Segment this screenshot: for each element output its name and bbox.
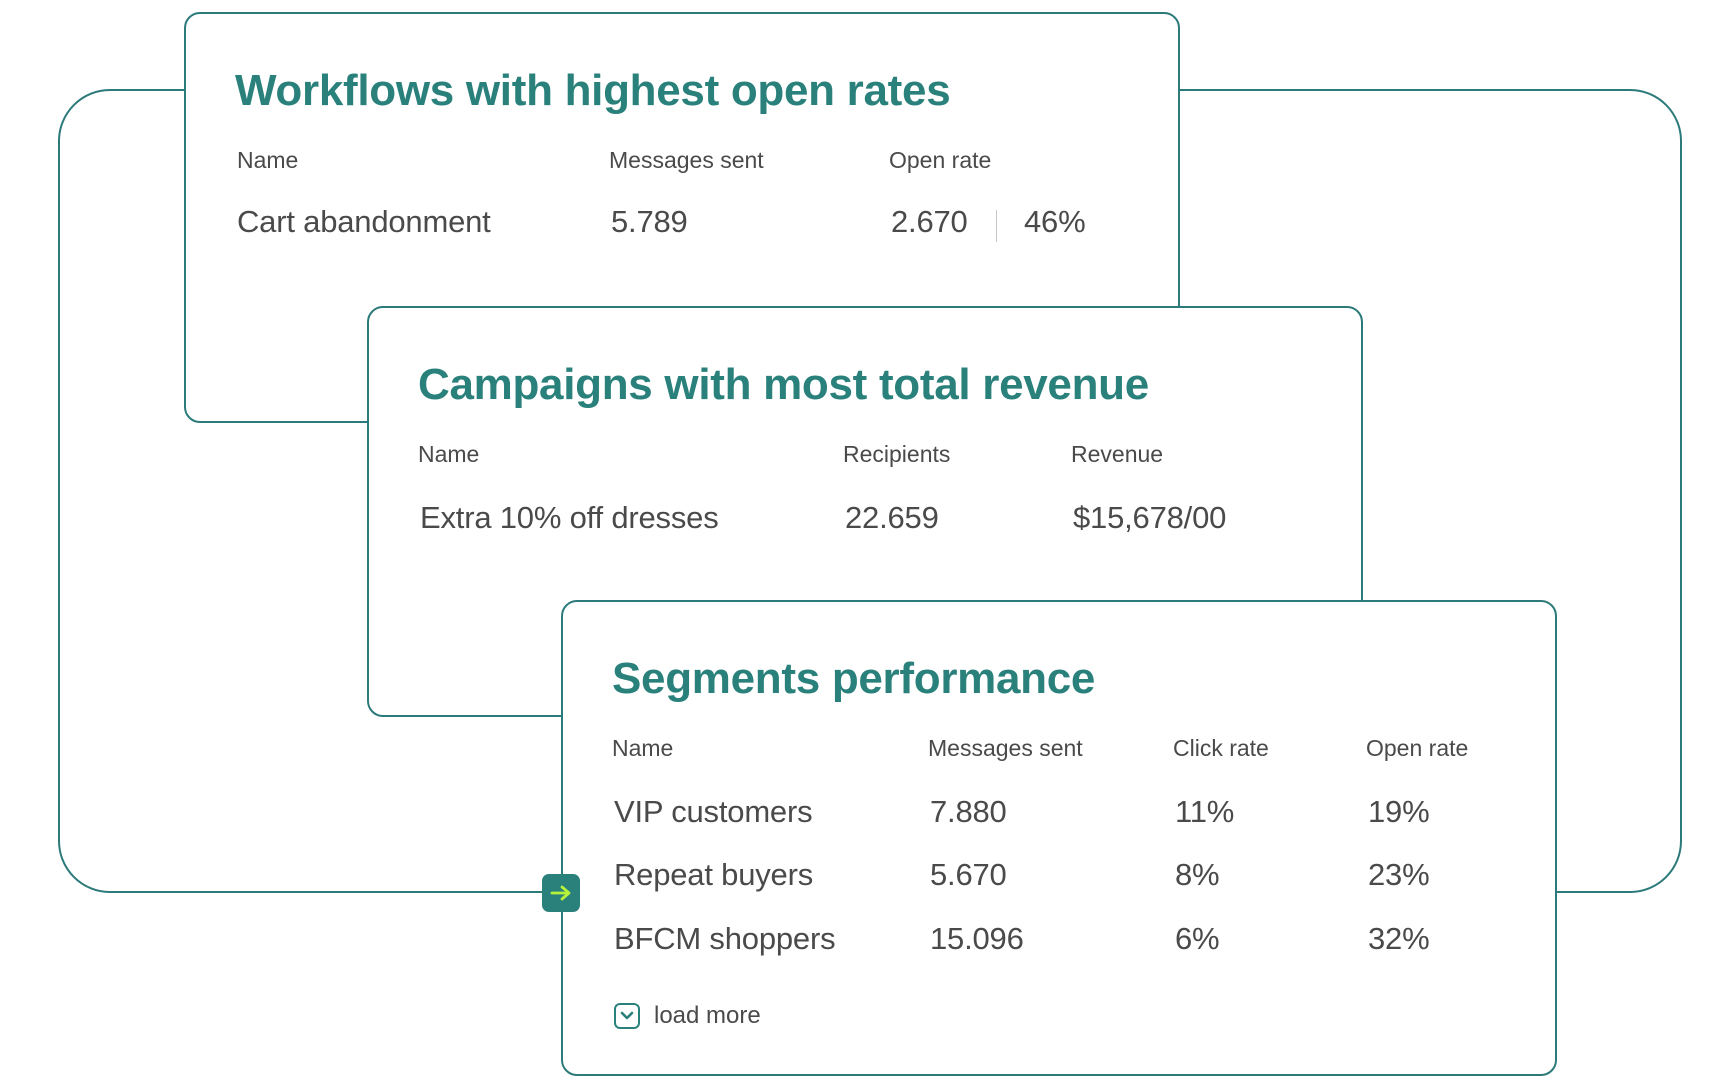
workflows-row-divider bbox=[996, 210, 997, 242]
table-row-click-rate: 11% bbox=[1175, 794, 1235, 829]
table-row-click-rate: 8% bbox=[1175, 857, 1220, 892]
load-more-label[interactable]: load more bbox=[654, 1002, 761, 1029]
workflows-title: Workflows with highest open rates bbox=[235, 66, 951, 115]
table-row-click-rate: 6% bbox=[1175, 921, 1220, 956]
workflows-header-name: Name bbox=[237, 147, 299, 173]
segments-header-click-rate: Click rate bbox=[1173, 735, 1269, 761]
workflows-header-messages-sent: Messages sent bbox=[609, 147, 764, 173]
workflows-row-messages-sent: 5.789 bbox=[611, 204, 688, 239]
load-more-button[interactable]: load more bbox=[614, 1002, 761, 1030]
campaigns-header-recipients: Recipients bbox=[843, 441, 951, 467]
table-row-open-rate: 19% bbox=[1368, 794, 1430, 829]
segments-header-name: Name bbox=[612, 735, 674, 761]
campaigns-row-recipients: 22.659 bbox=[845, 500, 939, 535]
table-row-name[interactable]: VIP customers bbox=[614, 794, 813, 829]
table-row-messages-sent: 15.096 bbox=[930, 921, 1024, 956]
arrow-right-icon bbox=[550, 885, 571, 901]
workflows-row-open-rate: 46% bbox=[1024, 204, 1086, 239]
table-row-name[interactable]: Repeat buyers bbox=[614, 857, 814, 892]
campaigns-row-name[interactable]: Extra 10% off dresses bbox=[420, 500, 719, 535]
table-row-open-rate: 32% bbox=[1368, 921, 1430, 956]
table-row-messages-sent: 5.670 bbox=[930, 857, 1007, 892]
segments-header-open-rate: Open rate bbox=[1366, 735, 1469, 761]
chevron-down-icon[interactable] bbox=[614, 1003, 640, 1029]
workflows-row-name[interactable]: Cart abandonment bbox=[237, 204, 491, 239]
campaigns-header-revenue: Revenue bbox=[1071, 441, 1164, 467]
campaigns-header-name: Name bbox=[418, 441, 480, 467]
table-row-open-rate: 23% bbox=[1368, 857, 1430, 892]
campaigns-title: Campaigns with most total revenue bbox=[418, 360, 1149, 409]
campaigns-row-revenue: $15,678/00 bbox=[1073, 500, 1227, 535]
segments-header-messages-sent: Messages sent bbox=[928, 735, 1083, 761]
connector-arrow bbox=[542, 874, 580, 912]
table-row-name[interactable]: BFCM shoppers bbox=[614, 921, 836, 956]
workflows-header-open-rate: Open rate bbox=[889, 147, 992, 173]
segments-card: Segments performance Name Messages sent … bbox=[561, 600, 1557, 1076]
segments-title: Segments performance bbox=[612, 654, 1096, 703]
table-row-messages-sent: 7.880 bbox=[930, 794, 1007, 829]
workflows-row-opens: 2.670 bbox=[891, 204, 968, 239]
